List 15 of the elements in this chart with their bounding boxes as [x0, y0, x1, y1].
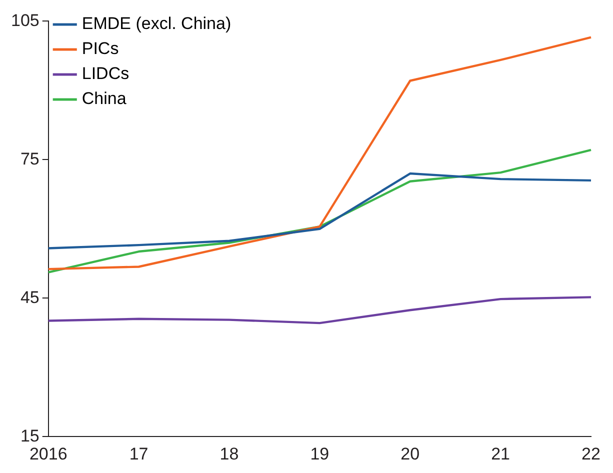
legend-label: PICs [82, 39, 119, 58]
x-tick-label: 20 [400, 444, 420, 464]
x-tick-label: 18 [220, 444, 239, 464]
y-tick-label: 15 [20, 426, 40, 446]
x-tick-label: 2016 [29, 444, 68, 464]
x-tick-label: 22 [582, 444, 600, 464]
x-tick-label: 21 [491, 444, 510, 464]
x-tick-label: 19 [310, 444, 330, 464]
y-tick-label: 45 [20, 288, 40, 307]
legend-label: China [82, 89, 127, 108]
y-tick-label: 105 [10, 10, 40, 30]
x-tick-label: 17 [129, 444, 148, 464]
y-tick-label: 75 [20, 149, 40, 168]
legend-label: EMDE (excl. China) [82, 14, 232, 34]
legend-label: LIDCs [82, 64, 130, 84]
